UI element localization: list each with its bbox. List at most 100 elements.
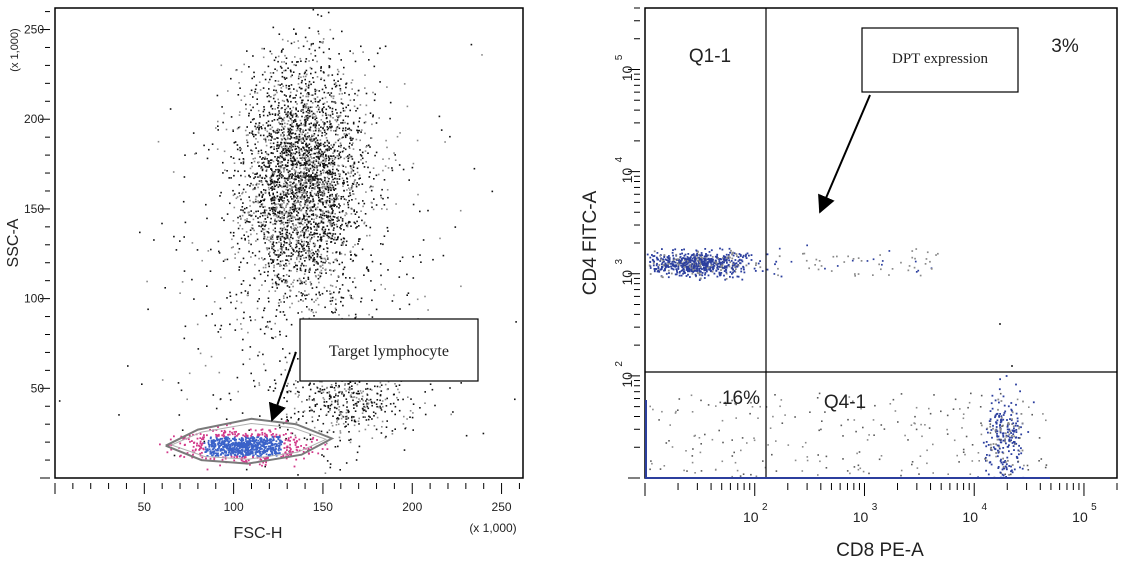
- data-point: [270, 104, 273, 107]
- data-point: [305, 156, 308, 159]
- data-point: [244, 239, 246, 241]
- data-point: [244, 175, 247, 178]
- data-point: [344, 148, 347, 151]
- data-point: [321, 454, 323, 456]
- data-point: [230, 116, 233, 118]
- data-point: [339, 430, 342, 432]
- data-point: [306, 117, 308, 119]
- data-point: [320, 172, 322, 175]
- data-point: [317, 277, 320, 280]
- data-point: [264, 177, 266, 180]
- data-point: [352, 396, 354, 399]
- data-point: [285, 210, 288, 213]
- data-point: [306, 175, 309, 177]
- data-point: [251, 130, 254, 133]
- data-point: [290, 323, 293, 326]
- data-point: [302, 146, 304, 148]
- data-point: [355, 183, 358, 186]
- data-point: [351, 385, 353, 387]
- data-point: [234, 257, 236, 259]
- data-point: [326, 148, 329, 150]
- data-point: [306, 103, 308, 105]
- data-point: [235, 293, 238, 296]
- data-point: [344, 127, 347, 129]
- data-point: [356, 171, 359, 174]
- data-point: [269, 124, 272, 127]
- data-point: [325, 117, 328, 120]
- data-point: [375, 428, 378, 431]
- data-point: [334, 172, 336, 174]
- data-point: [351, 419, 353, 422]
- data-point: [327, 105, 330, 108]
- data-point: [275, 132, 277, 134]
- data-point: [277, 277, 280, 279]
- data-point: [244, 237, 246, 240]
- data-point: [255, 195, 257, 198]
- data-point: [315, 232, 317, 235]
- data-point: [263, 332, 266, 335]
- data-point: [365, 161, 367, 163]
- data-point: [279, 330, 281, 333]
- data-point: [261, 162, 264, 164]
- lymphocyte-point: [201, 451, 203, 454]
- data-point: [228, 392, 231, 395]
- data-point: [363, 274, 365, 276]
- data-point: [260, 180, 263, 182]
- data-point: [297, 171, 299, 174]
- data-point: [294, 159, 296, 162]
- data-point: [241, 349, 244, 351]
- data-point: [320, 253, 323, 256]
- lymphocyte-point: [235, 430, 237, 433]
- data-point: [302, 317, 305, 319]
- data-point: [262, 266, 265, 269]
- data-point: [300, 182, 302, 185]
- data-point: [318, 246, 321, 249]
- data-point: [292, 285, 294, 288]
- lymphocyte-point: [237, 441, 240, 444]
- data-point: [264, 139, 267, 141]
- lymphocyte-point: [238, 445, 241, 448]
- data-point: [339, 411, 341, 413]
- data-point: [280, 185, 283, 187]
- data-point: [258, 250, 261, 253]
- data-point: [316, 176, 318, 179]
- data-point: [307, 246, 310, 248]
- data-point: [337, 417, 339, 419]
- data-point: [315, 155, 318, 158]
- data-point: [341, 415, 344, 417]
- data-point: [240, 328, 243, 330]
- data-point: [267, 270, 269, 273]
- data-point: [283, 301, 285, 303]
- data-point: [279, 84, 281, 86]
- data-point: [316, 255, 319, 258]
- data-point: [287, 215, 290, 218]
- data-point: [349, 221, 351, 223]
- data-point: [356, 401, 358, 404]
- data-point: [365, 104, 368, 107]
- data-point: [267, 160, 269, 162]
- data-point: [308, 135, 310, 137]
- data-point: [316, 147, 318, 150]
- data-point: [233, 193, 236, 195]
- data-point: [290, 111, 292, 114]
- data-point: [261, 214, 264, 217]
- data-point: [350, 438, 352, 441]
- data-point: [282, 221, 285, 224]
- data-point: [246, 220, 248, 222]
- lymphocyte-point: [242, 434, 245, 437]
- data-point: [254, 188, 257, 190]
- data-point: [310, 231, 312, 234]
- data-point: [394, 428, 396, 430]
- data-point: [232, 157, 235, 159]
- data-point: [302, 248, 304, 250]
- data-point: [307, 276, 310, 279]
- data-point: [345, 86, 347, 89]
- data-point: [272, 229, 275, 231]
- data-point: [266, 325, 268, 327]
- lymphocyte-point: [223, 440, 226, 442]
- data-point: [330, 241, 333, 243]
- data-point: [302, 129, 304, 131]
- data-point: [411, 416, 414, 419]
- data-point: [269, 96, 272, 98]
- data-point: [369, 146, 371, 148]
